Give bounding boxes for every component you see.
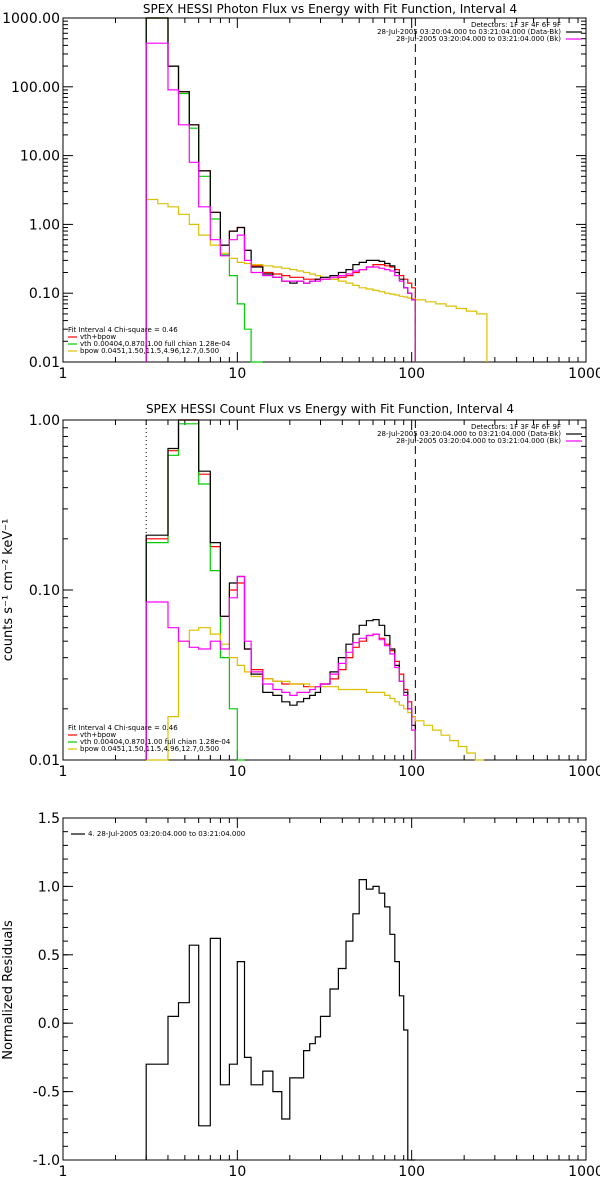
count-flux-title: SPEX HESSI Count Flux vs Energy with Fit…	[146, 402, 514, 416]
series-vth-line	[145, 17, 263, 363]
y-tick-label: 0.10	[29, 583, 60, 599]
residuals-axes-frame	[62, 817, 587, 1161]
x-tick-label: 10	[228, 764, 246, 780]
residuals-series	[145, 879, 416, 1161]
legend-left-entry: vth 0.00404,0.870,1.00 full chian 1.28e-…	[80, 340, 231, 348]
photon-flux-panel: SPEX HESSI Photon Flux vs Energy with Fi…	[2, 2, 600, 382]
legend-left-entry: bpow 0.0451,1.50,11.5,4.96,12.7,0.500	[80, 347, 219, 355]
photon-flux-title: SPEX HESSI Photon Flux vs Energy with Fi…	[143, 2, 517, 16]
x-tick-label: 100	[398, 366, 425, 382]
photon-flux-series	[145, 17, 488, 363]
photon-flux-axes: 1 10 100 1000 0.01 0.10 1.00 10.00 100.00 1000.00	[2, 11, 600, 382]
legend-right-entry: Detectors: 1F 3F 4F 6F 9F	[471, 21, 561, 29]
legend-left-entry: 4. 28-Jul-2005 03:20:04.000 to 03:21:04.…	[88, 830, 245, 838]
legend-left-entry: vth+bpow	[80, 731, 116, 739]
y-tick-label: 10.00	[20, 149, 60, 165]
y-tick-label: 0.01	[29, 753, 60, 769]
legend-right-entry: 28-Jul-2005 03:20:04.000 to 03:21:04.000…	[396, 437, 561, 445]
x-tick-label: 1	[59, 764, 68, 780]
y-tick-label: 0.01	[29, 355, 60, 371]
series-total-line	[145, 419, 416, 760]
series-vth-line	[145, 423, 245, 761]
y-tick-label: -1.0	[33, 1153, 60, 1169]
y-tick-label: 1000.00	[2, 11, 60, 27]
x-tick-label: 1	[59, 1164, 68, 1180]
series-bpow-line	[146, 627, 484, 761]
y-tick-label: 0.5	[38, 948, 60, 964]
residuals-panel: Normalized Residuals 1 10 100 1000 -1.0 -0.5 0…	[1, 811, 600, 1180]
series-vth_bpow-line	[145, 419, 416, 760]
y-tick-label: 1.00	[29, 413, 60, 429]
residuals-ylabel: Normalized Residuals	[1, 920, 16, 1060]
legend-left-entry: Fit Interval 4 Chi-square = 0.46	[68, 724, 178, 732]
count-flux-ylabel: counts s⁻¹ cm⁻² keV⁻¹	[1, 519, 16, 662]
legend-right-entry: 28-Jul-2005 03:20:04.000 to 03:21:04.000…	[377, 28, 561, 36]
legend-right-entry: 28-Jul-2005 03:20:04.000 to 03:21:04.000…	[396, 35, 561, 43]
x-tick-label: 1000	[568, 366, 600, 382]
residuals-axes: 1 10 100 1000 -1.0 -0.5 0.0 0.5 1.0 1.5	[33, 811, 600, 1180]
x-tick-label: 10	[228, 366, 246, 382]
y-tick-label: 0.10	[29, 286, 60, 302]
y-tick-label: 0.0	[38, 1016, 60, 1032]
count-flux-series	[145, 419, 484, 761]
count-flux-axes-frame	[62, 419, 587, 761]
legend-left-entry: vth+bpow	[80, 333, 116, 341]
y-tick-label: 1.00	[29, 217, 60, 233]
legend-left-entry: Fit Interval 4 Chi-square = 0.46	[68, 326, 178, 334]
series-total-line	[145, 879, 416, 1161]
y-tick-label: 100.00	[11, 80, 60, 96]
residuals-legend: 4. 28-Jul-2005 03:20:04.000 to 03:21:04.…	[71, 830, 245, 838]
x-tick-label: 1000	[568, 764, 600, 780]
y-tick-label: 1.0	[38, 879, 60, 895]
series-data-line	[145, 42, 416, 362]
y-tick-label: -0.5	[33, 1085, 60, 1101]
series-vth_bpow-line	[145, 17, 416, 362]
series-total-line	[145, 17, 416, 362]
photon-flux-axes-frame	[62, 17, 587, 363]
x-tick-label: 100	[398, 1164, 425, 1180]
legend-left-entry: bpow 0.0451,1.50,11.5,4.96,12.7,0.500	[80, 745, 219, 753]
count-flux-axes: 1 10 100 1000 0.01 0.10 1.00	[29, 413, 600, 780]
legend-right-entry: 28-Jul-2005 03:20:04.000 to 03:21:04.000…	[377, 430, 561, 438]
legend-right-entry: Detectors: 1F 3F 4F 6F 9F	[471, 423, 561, 431]
x-tick-label: 1	[59, 366, 68, 382]
x-tick-label: 100	[398, 764, 425, 780]
count-flux-panel: SPEX HESSI Count Flux vs Energy with Fit…	[1, 402, 600, 780]
x-tick-label: 10	[228, 1164, 246, 1180]
x-tick-label: 1000	[568, 1164, 600, 1180]
y-tick-label: 1.5	[38, 811, 60, 827]
legend-left-entry: vth 0.00404,0.870,1.00 full chian 1.28e-…	[80, 738, 231, 746]
series-data-line	[145, 575, 416, 760]
